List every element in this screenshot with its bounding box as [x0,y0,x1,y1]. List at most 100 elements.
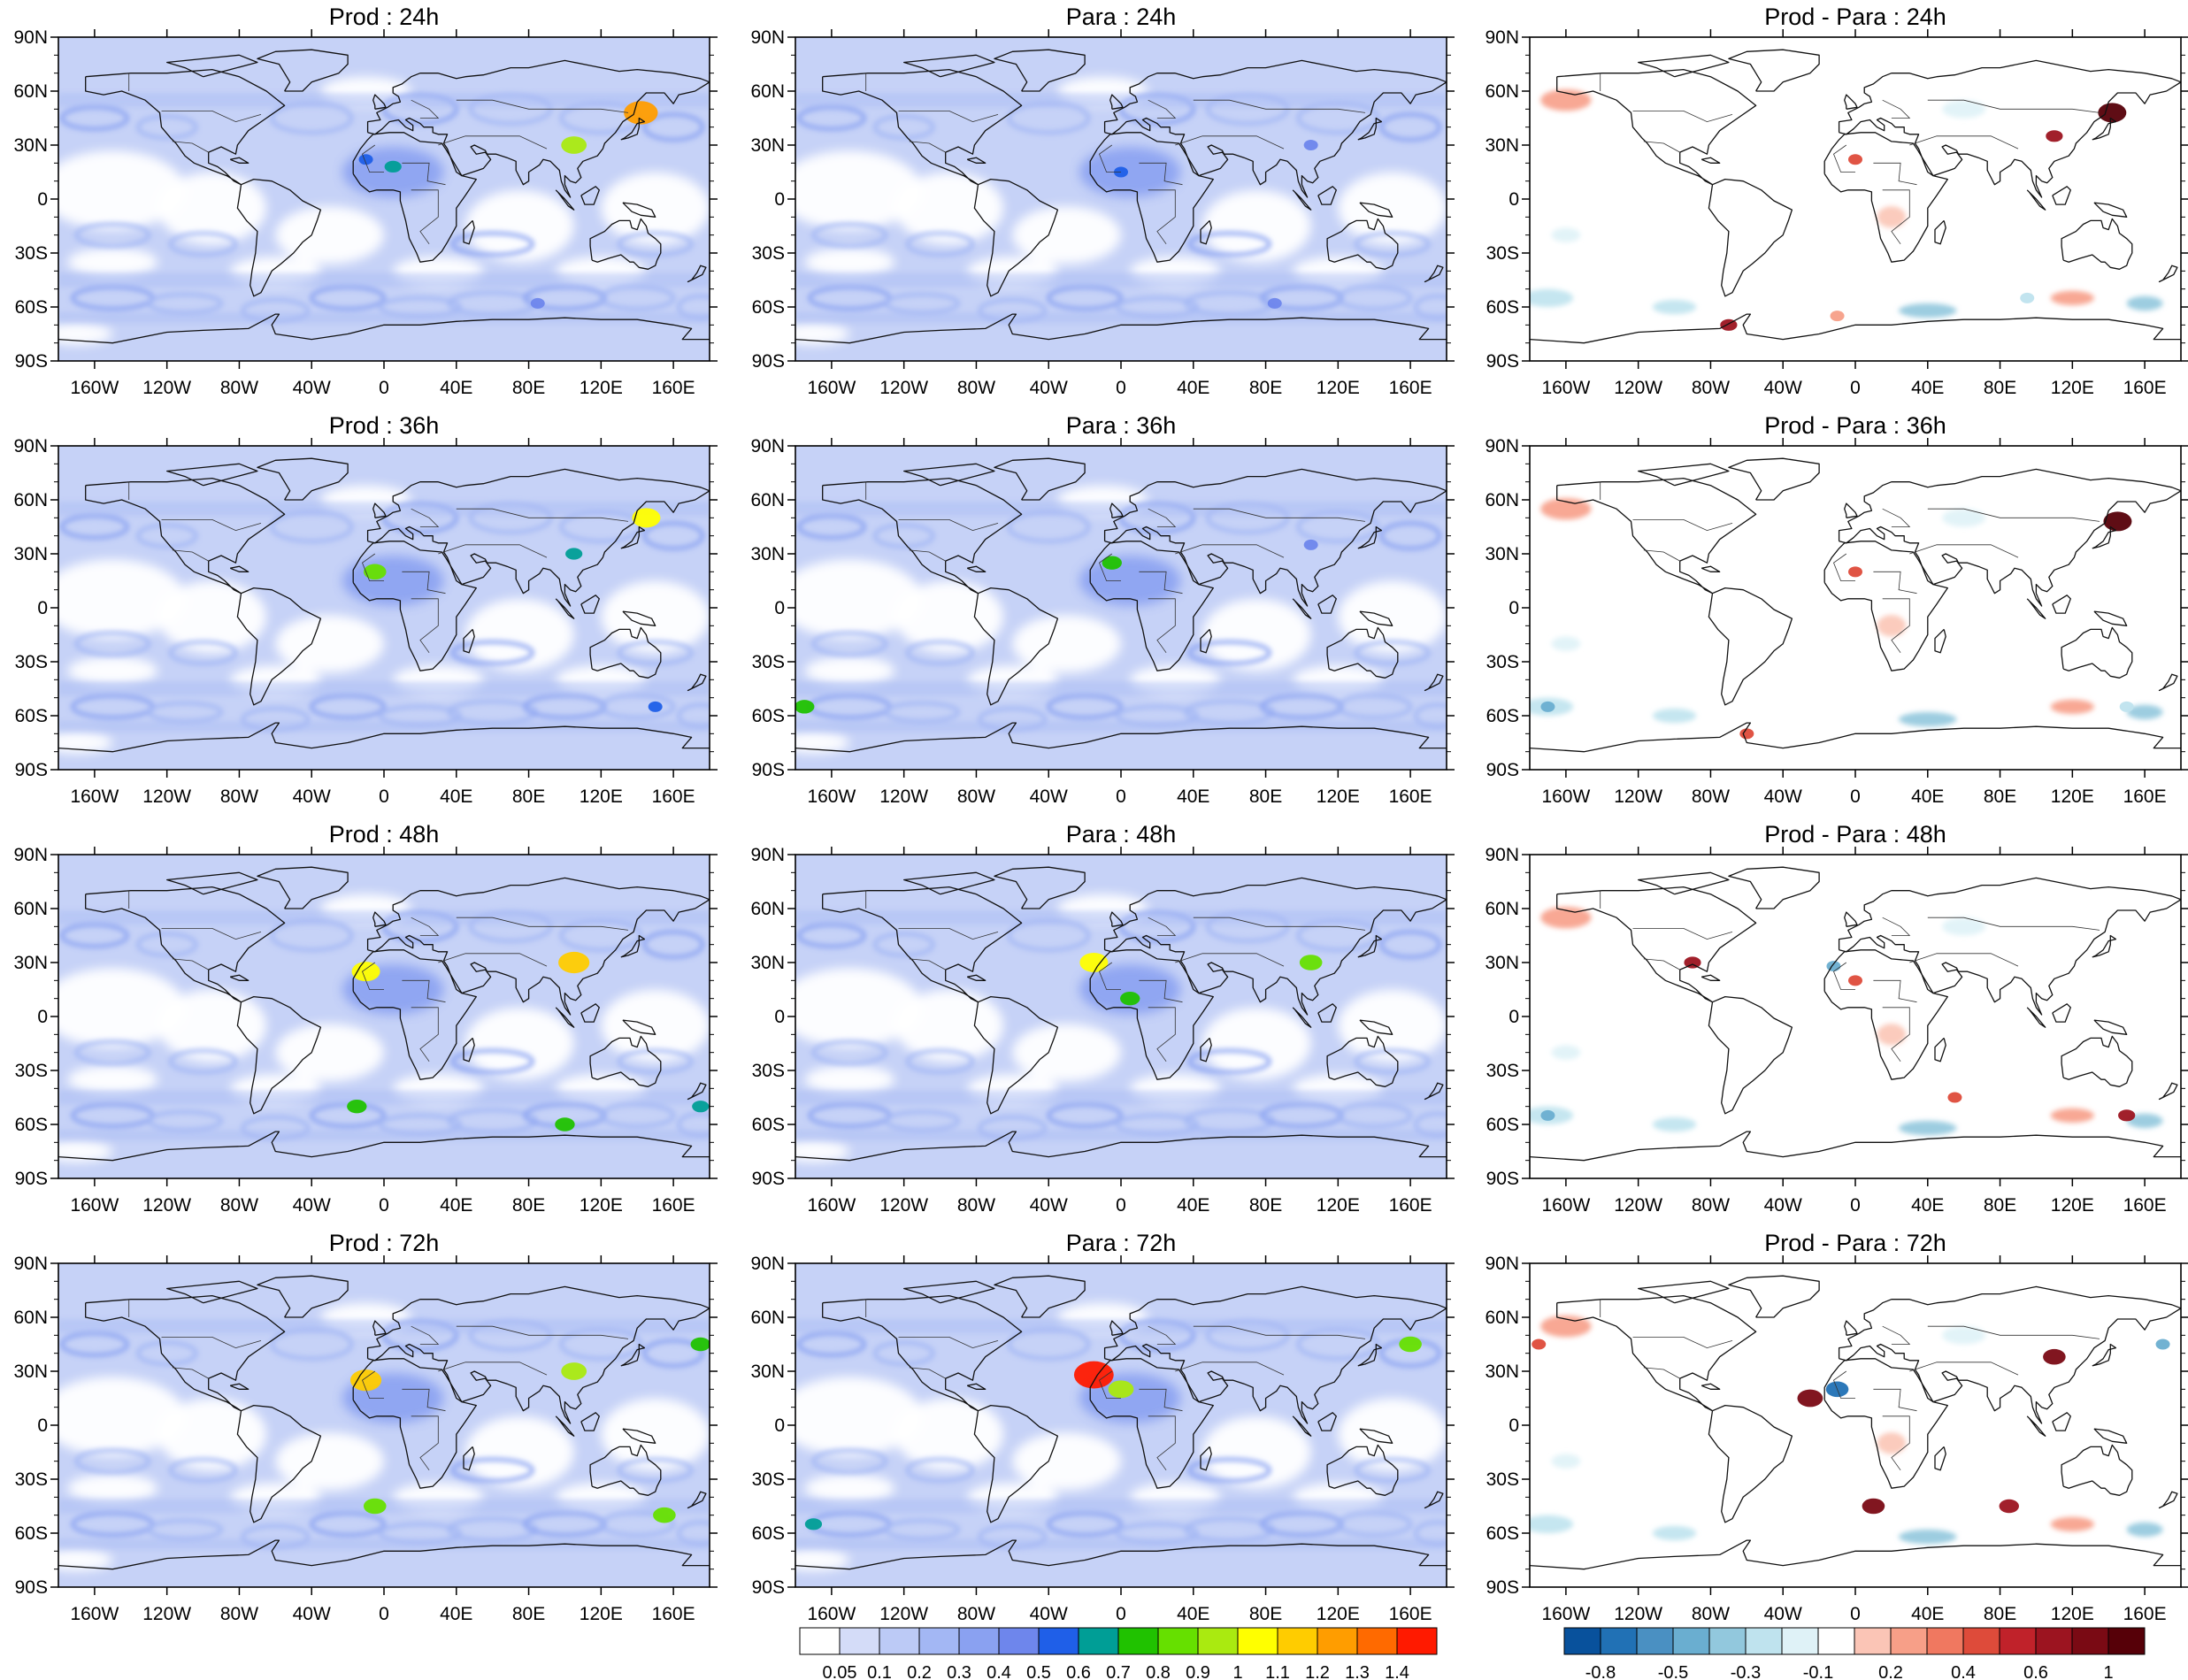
lat-tick-label: 30S [752,652,785,672]
coastline [966,157,987,164]
coastline [1934,628,1946,654]
coastline [1844,502,1858,518]
country-border [1643,549,1680,562]
country-border [161,519,262,532]
data-hotspot [349,1369,382,1392]
lat-tick-label: 0 [37,1007,48,1027]
colorbar-label: 0.4 [1951,1663,1976,1680]
lon-tick-label: 80E [1249,786,1282,807]
lon-tick-label: 40E [440,378,472,398]
coastline [1103,1285,1447,1424]
coastline [1357,934,1383,958]
hotspot-layer [349,1337,710,1523]
coastline [1424,265,1444,283]
dust-plume-region [1079,556,1181,606]
coastline [1317,1003,1337,1023]
coastline [1424,1491,1444,1509]
coastline [166,463,258,487]
coastline [687,265,707,283]
country-border [402,979,446,1003]
lon-tick-label: 80W [220,378,258,398]
lon-tick-label: 120W [142,1195,191,1216]
country-border [456,1325,629,1339]
panel-title: Para : 48h [1066,821,1177,848]
coastline [555,598,575,619]
coastline [1292,598,1312,619]
data-hotspot [1540,1109,1555,1121]
coastline [687,1082,707,1101]
hotspot-layer [1079,953,1323,1006]
country-border [411,189,439,245]
lon-tick-label: 160W [1541,786,1590,807]
country-border [1099,962,1121,990]
country-border [909,958,946,970]
colorbar-label: 0.2 [1878,1663,1903,1680]
coastline [229,1383,250,1390]
lon-tick-label: 160W [1541,378,1590,398]
data-hotspot [347,1099,367,1114]
low-value-regions [58,485,710,754]
coastline [1844,1320,1858,1336]
lat-tick-label: 60S [15,297,48,318]
coastline [687,673,707,692]
lat-tick-label: 60S [752,706,785,726]
coastline [622,1428,656,1444]
coastline [1934,1446,1946,1471]
hotspot-layer [363,508,663,712]
lon-tick-label: 40W [293,786,331,807]
coastline [366,59,710,198]
lon-tick-label: 80E [1984,378,2016,398]
coastline [2052,1003,2071,1023]
lon-tick-label: 40E [1177,786,1209,807]
colorbar-label: 0.9 [1186,1663,1210,1680]
data-hotspot [1079,953,1109,972]
data-hotspot [632,508,661,528]
lon-tick-label: 120W [1614,1604,1662,1624]
lat-tick-label: 90N [750,436,785,456]
coastline [352,541,477,671]
lat-tick-label: 30S [752,243,785,264]
coastline [620,117,646,141]
panel-grid: Prod : 24h 90N 60N 30N 0 30S 60S 90S 160W 120W 80W… [13,4,2188,1624]
lat-tick-label: 30S [15,652,48,672]
coastline [1200,1037,1212,1062]
colorbar-box [1781,1627,1819,1655]
coastline [622,610,656,626]
coastline [589,218,662,270]
colorbar-box [1999,1627,2037,1655]
lon-tick-label: 120E [580,1604,623,1624]
coastline [1728,866,1820,909]
lon-tick-label: 80E [512,1604,545,1624]
lon-tick-label: 120W [1614,1195,1662,1216]
coastline [994,866,1086,909]
lon-tick-label: 160E [1389,1604,1432,1624]
lat-tick-label: 30S [15,1061,48,1081]
coastline [1357,1343,1383,1367]
coastline [822,477,1023,595]
map-background [1530,446,2181,770]
lon-tick-label: 80E [512,1195,545,1216]
coastline [1823,1358,1948,1489]
map-field [58,1263,710,1587]
map-background [1530,855,2181,1178]
country-border [1148,598,1176,654]
lon-tick-label: 40W [1030,786,1068,807]
lat-tick-label: 0 [37,1415,48,1436]
coastline [257,49,349,92]
coastline [1200,628,1212,654]
coastline [2158,265,2178,283]
coastline [2026,1415,2046,1437]
data-hotspot [555,1117,575,1132]
coastline [994,49,1086,92]
coastline [1708,995,1793,1115]
data-hotspot [1102,556,1122,570]
coastline [1700,157,1721,164]
colorbar-label: 0.1 [867,1663,892,1680]
swirl-features [58,501,710,733]
coastline [366,468,710,607]
swirl-features [795,909,1447,1141]
country-border [1139,162,1183,186]
panel-2-1: Prod : 36h 90N 60N 30N 0 30S 60S 90S 160W 120W 80W… [13,412,718,807]
coastline [795,313,1447,344]
